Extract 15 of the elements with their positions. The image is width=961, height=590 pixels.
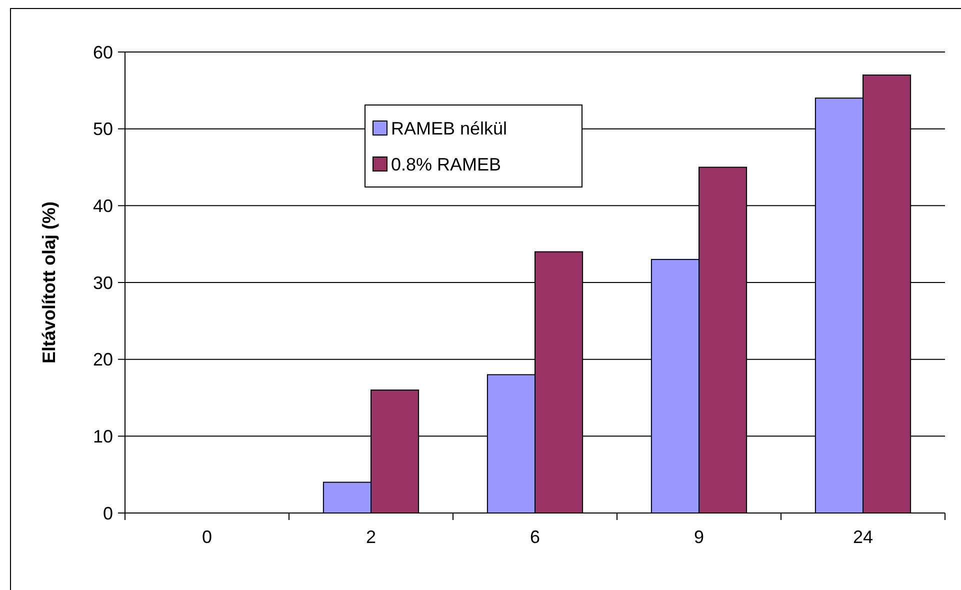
y-tick-label: 0 (102, 503, 113, 524)
x-tick-label: 0 (202, 527, 212, 547)
y-tick-label: 20 (92, 350, 113, 370)
x-tick-label: 24 (852, 527, 874, 547)
x-tick-label: 2 (366, 527, 376, 547)
y-tick-label: 60 (92, 42, 113, 62)
y-tick-label: 50 (92, 119, 113, 140)
y-tick-label: 40 (92, 196, 113, 216)
y-axis-title: Eltávolított olaj (%) (39, 201, 59, 364)
x-tick-label: 9 (694, 527, 704, 547)
legend-label: RAMEB nélkül (391, 118, 508, 138)
y-tick-label: 30 (92, 272, 113, 293)
x-tick-label: 6 (530, 527, 540, 547)
y-tick-label: 10 (92, 426, 113, 446)
legend-label: 0.8% RAMEB (391, 154, 502, 174)
